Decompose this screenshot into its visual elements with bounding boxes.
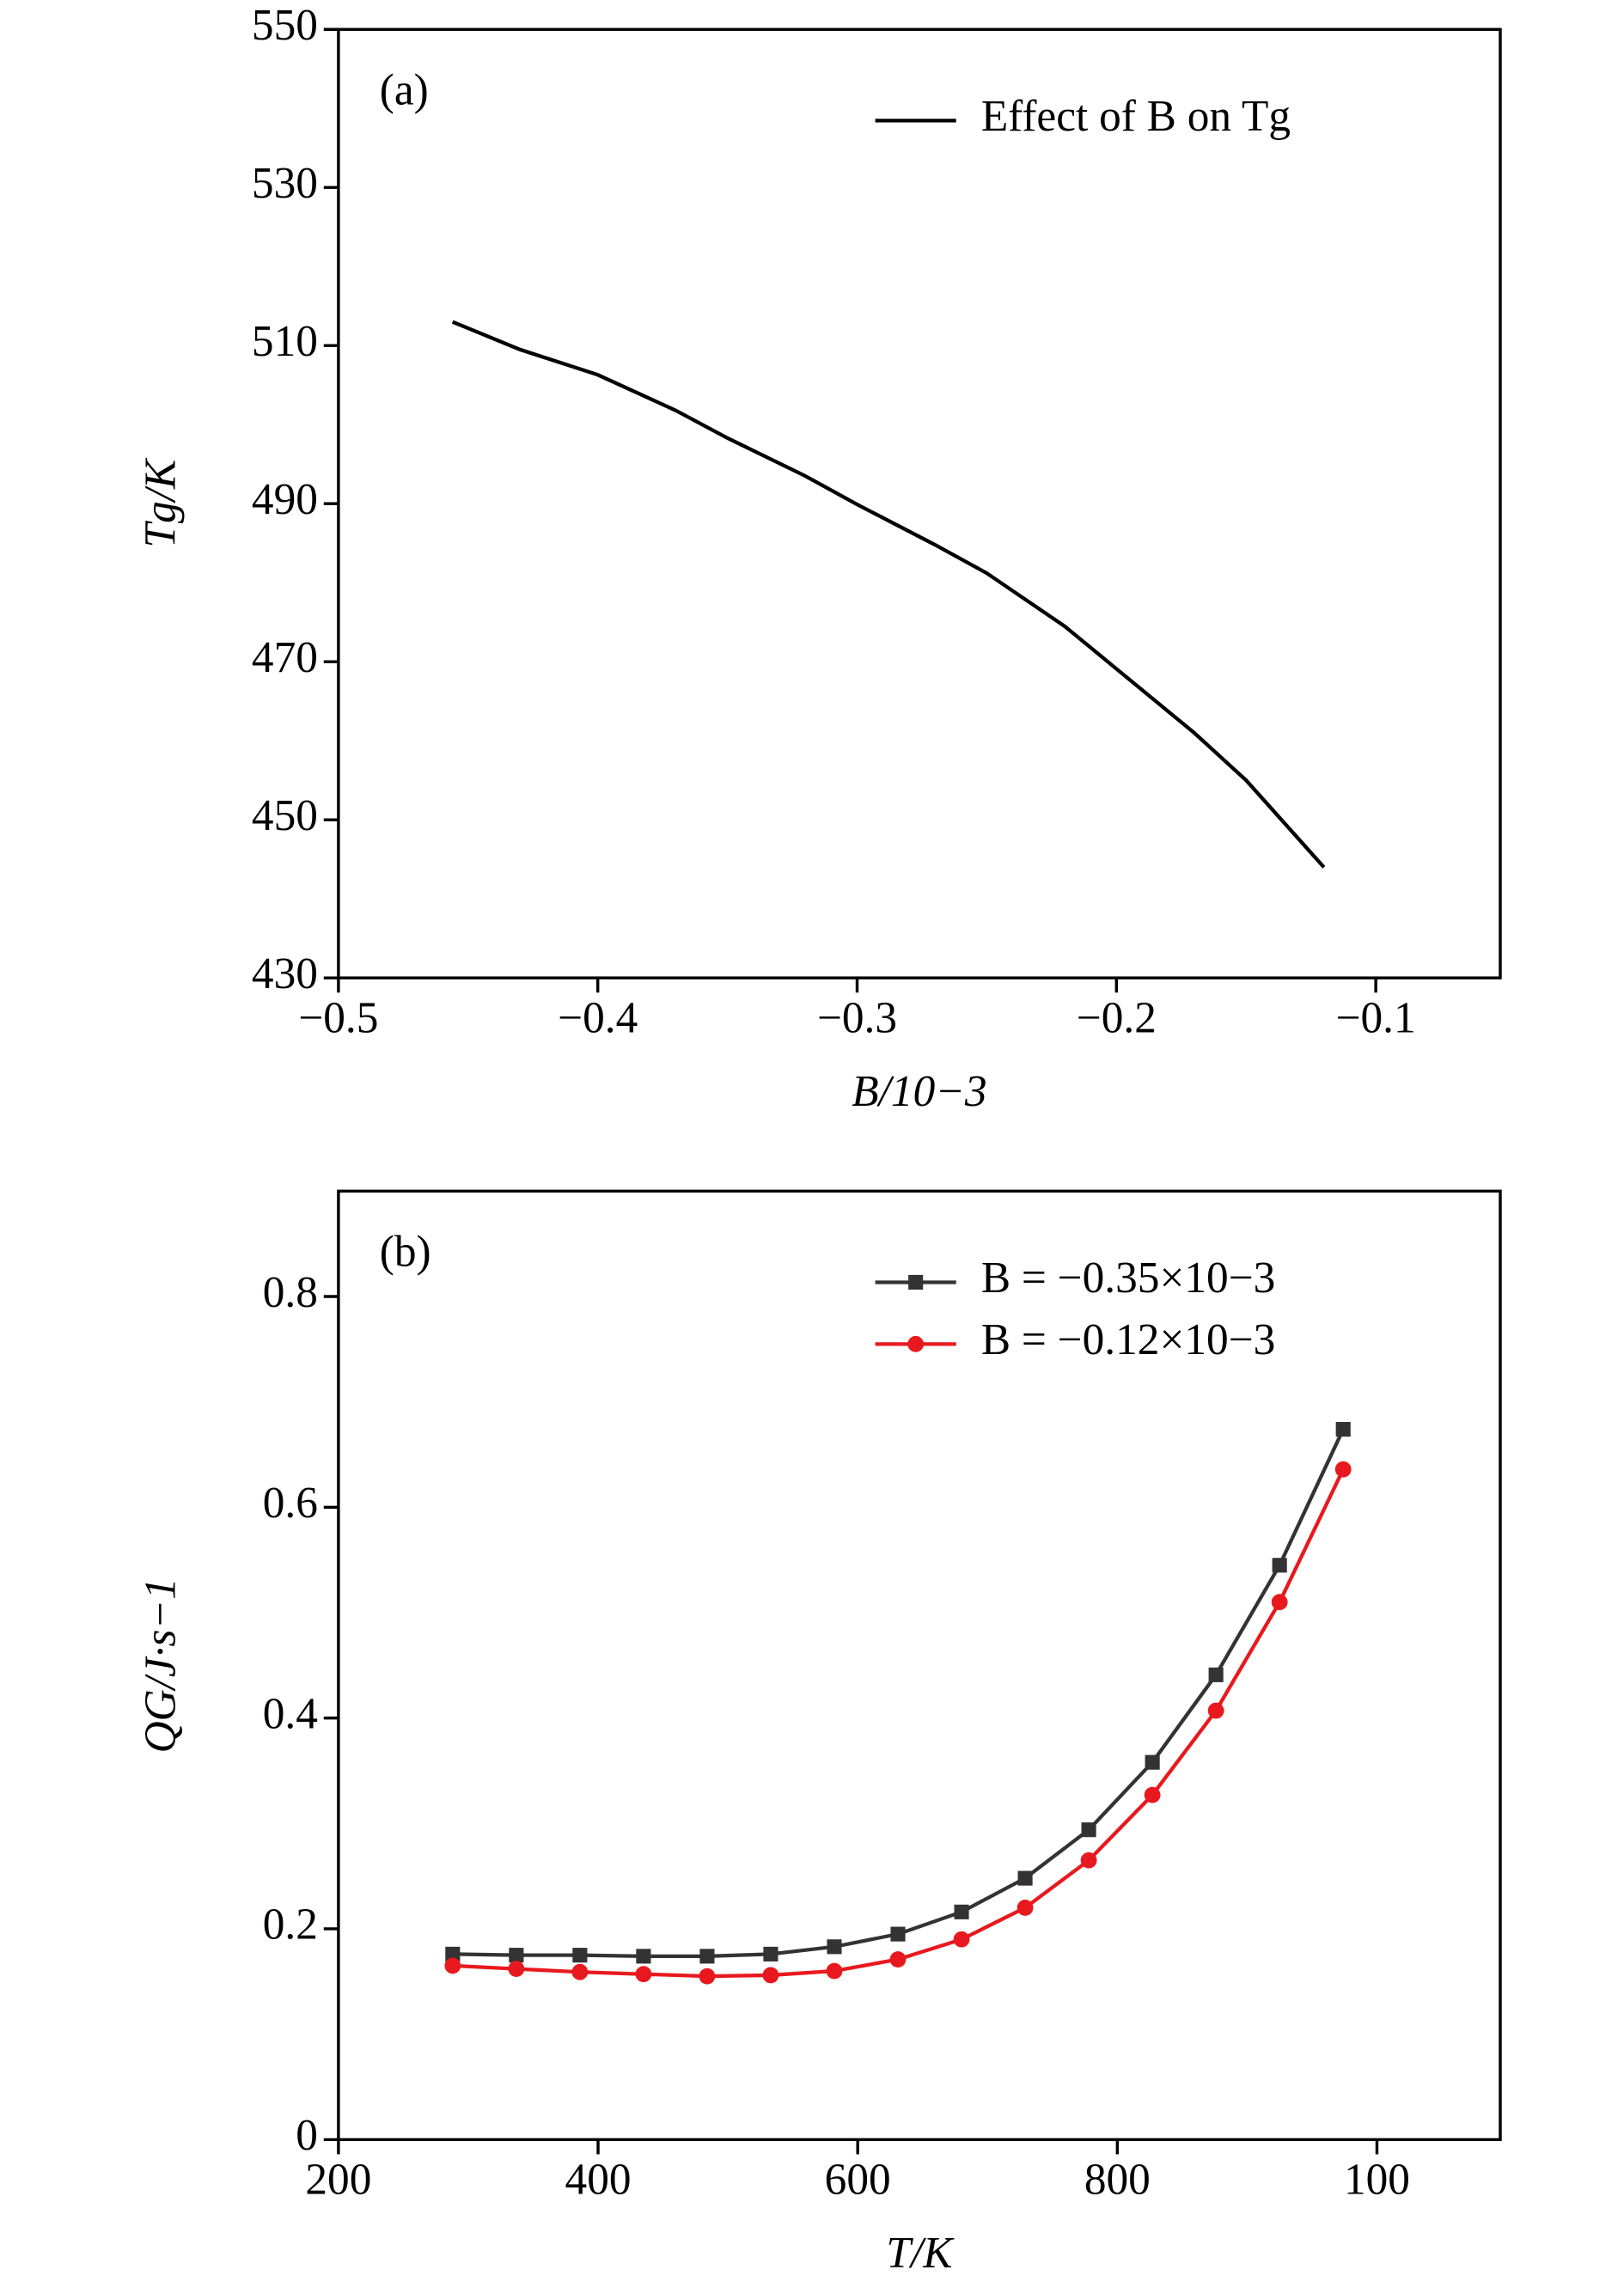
point: [890, 1926, 906, 1942]
x-tick-label: −0.1: [1336, 993, 1416, 1042]
series-line: [452, 1428, 1346, 1958]
point: [699, 1949, 715, 1964]
x-tick-label: 400: [565, 2155, 632, 2204]
point: [1208, 1667, 1224, 1682]
point: [699, 1968, 716, 1985]
point: [571, 1963, 589, 1980]
plot-frame: [337, 27, 1502, 979]
point: [1207, 1702, 1224, 1719]
y-tick-label: 0.2: [263, 1900, 318, 1949]
point: [1144, 1786, 1161, 1803]
point: [1017, 1870, 1033, 1886]
point: [1334, 1461, 1352, 1478]
series-line: [451, 320, 1326, 869]
legend-marker: [908, 1274, 924, 1290]
y-tick-label: 430: [252, 949, 318, 998]
panel-label: (b): [380, 1227, 431, 1276]
point: [1335, 1422, 1351, 1437]
y-tick-label: 0.6: [263, 1479, 318, 1528]
point: [1080, 1852, 1097, 1869]
y-tick-label: 470: [252, 633, 318, 682]
point: [1081, 1822, 1096, 1838]
y-tick-label: 490: [252, 475, 318, 524]
point: [827, 1939, 842, 1955]
legend-label: B = −0.35×10−3: [981, 1254, 1276, 1303]
legend-label: B = −0.12×10−3: [981, 1315, 1276, 1364]
x-tick-label: 100: [1344, 2155, 1410, 2204]
point: [1272, 1558, 1287, 1573]
point: [953, 1931, 970, 1948]
plot-frame: [337, 1189, 1502, 2141]
point: [1017, 1900, 1034, 1916]
y-axis-label: Tg/K: [137, 457, 186, 547]
point: [1145, 1754, 1160, 1770]
point: [508, 1961, 525, 1977]
legend-label: Effect of B on Tg: [981, 92, 1291, 141]
point: [1271, 1594, 1288, 1611]
point: [954, 1904, 969, 1919]
y-tick-label: 0.8: [263, 1268, 318, 1317]
series-line: [452, 1468, 1346, 1979]
y-tick-label: 530: [252, 159, 318, 208]
point: [826, 1962, 843, 1980]
point: [445, 1946, 461, 1961]
x-tick-label: −0.5: [298, 993, 378, 1042]
x-tick-label: 600: [825, 2155, 891, 2204]
x-tick-label: 200: [305, 2155, 371, 2204]
legend-marker: [907, 1335, 925, 1352]
point: [635, 1966, 652, 1983]
x-axis-label: T/K: [886, 2229, 955, 2278]
y-tick-label: 0: [296, 2111, 318, 2160]
point: [889, 1951, 907, 1968]
y-tick-label: 510: [252, 317, 318, 366]
y-tick-label: 550: [252, 1, 318, 50]
point: [762, 1967, 779, 1984]
point: [636, 1949, 651, 1964]
point: [509, 1948, 524, 1963]
point: [763, 1946, 778, 1961]
point: [572, 1948, 588, 1963]
x-tick-label: −0.4: [558, 993, 638, 1042]
x-axis-label: B/10−3: [852, 1067, 986, 1116]
x-tick-label: −0.2: [1077, 993, 1157, 1042]
x-tick-label: −0.3: [817, 993, 897, 1042]
x-tick-label: 800: [1084, 2155, 1151, 2204]
y-tick-label: 450: [252, 791, 318, 840]
panel-label: (a): [380, 65, 429, 114]
y-tick-label: 0.4: [263, 1689, 318, 1738]
point: [444, 1957, 461, 1974]
y-axis-label: QG/J·s−1: [137, 1577, 186, 1753]
